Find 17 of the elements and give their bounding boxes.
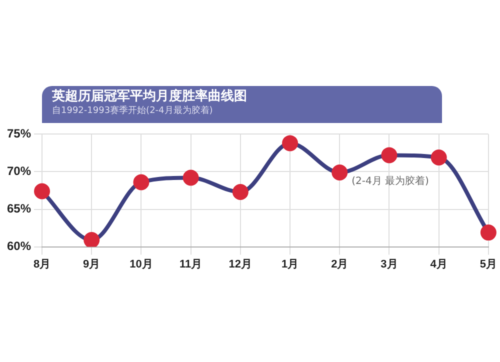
x-tick-label: 4月	[430, 258, 448, 270]
y-tick-label: 60%	[6, 239, 32, 254]
x-tick-label: 12月	[228, 258, 252, 270]
y-tick-label: 75%	[6, 126, 32, 141]
chart-subtitle: 自1992-1993赛季开始(2-4月最为胶着)	[52, 105, 214, 117]
chart-title: 英超历届冠军平均月度胜率曲线图	[52, 89, 248, 105]
x-tick-label: 9月	[83, 258, 100, 270]
x-tick-label: 1月	[281, 258, 299, 270]
x-tick-label: 10月	[130, 258, 153, 270]
x-tick-label: 5月	[480, 258, 498, 270]
y-tick-label: 70%	[6, 164, 32, 178]
x-tick-label: 11月	[180, 258, 202, 270]
y-tick-label: 65%	[6, 202, 32, 216]
annotation: (2-4月 最为胶着)	[352, 175, 429, 188]
x-tick-label: 2月	[331, 258, 348, 270]
x-tick-label: 3月	[380, 258, 398, 270]
x-tick-label: 8月	[33, 258, 51, 270]
